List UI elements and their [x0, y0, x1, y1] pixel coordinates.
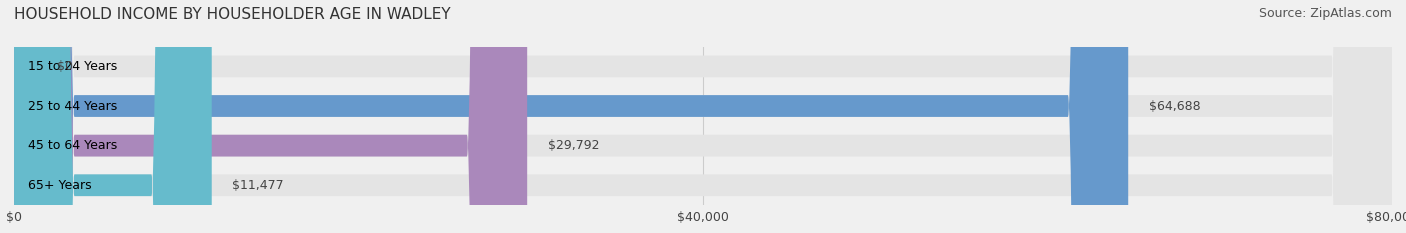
FancyBboxPatch shape — [14, 0, 1392, 233]
Text: Source: ZipAtlas.com: Source: ZipAtlas.com — [1258, 7, 1392, 20]
FancyBboxPatch shape — [14, 0, 1392, 233]
Text: $64,688: $64,688 — [1149, 99, 1201, 113]
Text: $0: $0 — [58, 60, 73, 73]
Text: 15 to 24 Years: 15 to 24 Years — [28, 60, 117, 73]
Text: 25 to 44 Years: 25 to 44 Years — [28, 99, 117, 113]
FancyBboxPatch shape — [14, 0, 1128, 233]
Text: 45 to 64 Years: 45 to 64 Years — [28, 139, 117, 152]
FancyBboxPatch shape — [14, 0, 1392, 233]
FancyBboxPatch shape — [14, 0, 212, 233]
Text: $11,477: $11,477 — [232, 179, 284, 192]
Text: 65+ Years: 65+ Years — [28, 179, 91, 192]
Text: $29,792: $29,792 — [548, 139, 599, 152]
FancyBboxPatch shape — [14, 0, 1392, 233]
FancyBboxPatch shape — [14, 0, 527, 233]
Text: HOUSEHOLD INCOME BY HOUSEHOLDER AGE IN WADLEY: HOUSEHOLD INCOME BY HOUSEHOLDER AGE IN W… — [14, 7, 451, 22]
